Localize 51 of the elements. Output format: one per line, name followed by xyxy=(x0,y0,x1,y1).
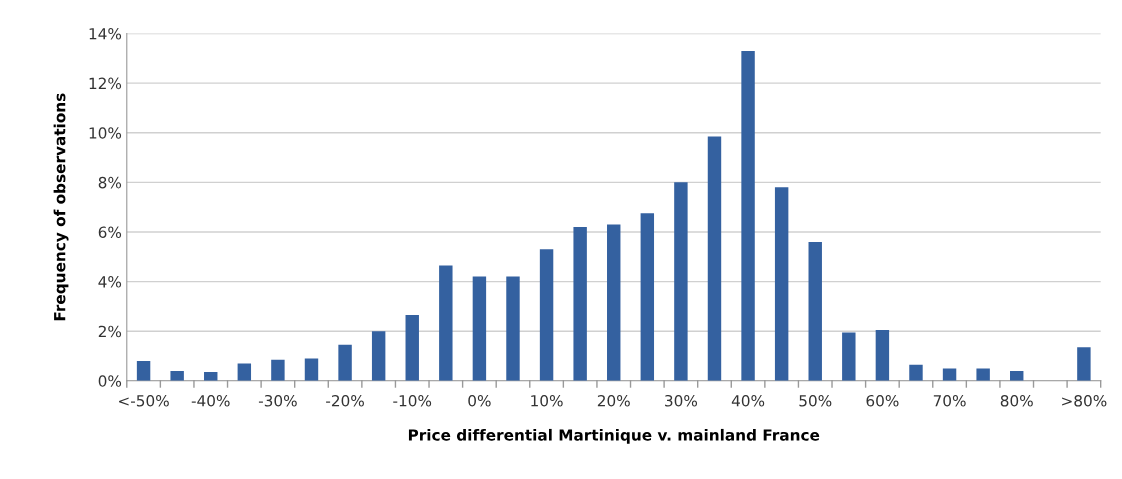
y-tick-label: 10% xyxy=(89,127,122,139)
bar xyxy=(371,331,386,381)
x-tick-label: 0% xyxy=(468,394,491,407)
x-tick-label: 80% xyxy=(1000,394,1033,407)
bar xyxy=(875,329,890,381)
bar xyxy=(674,182,688,381)
y-axis-title: Frequency of observations xyxy=(53,93,69,321)
x-tick-label: 20% xyxy=(597,394,630,407)
x-tick-label: -30% xyxy=(258,394,297,407)
bar xyxy=(741,50,755,381)
x-tick-label: 50% xyxy=(799,394,832,407)
bar xyxy=(405,315,419,381)
x-tick-label: >80% xyxy=(1062,394,1107,407)
x-tick-label: 70% xyxy=(933,394,966,407)
bar xyxy=(539,249,554,381)
bar xyxy=(976,368,990,381)
y-tick-label: 14% xyxy=(89,28,122,40)
bar xyxy=(136,360,151,381)
x-tick-label: -20% xyxy=(326,394,364,407)
x-tick-label: 30% xyxy=(665,394,698,407)
bar xyxy=(439,265,453,381)
bar xyxy=(607,224,621,381)
bar xyxy=(942,368,957,381)
bar xyxy=(271,359,285,381)
bar xyxy=(170,370,184,381)
bar xyxy=(506,276,520,381)
y-tick-label: 2% xyxy=(98,325,122,338)
bar xyxy=(808,241,822,381)
y-tick-label: 0% xyxy=(98,375,122,387)
x-tick-label: 10% xyxy=(531,394,563,407)
y-tick-label: 8% xyxy=(98,176,122,189)
bar xyxy=(909,364,923,381)
bar xyxy=(842,332,856,381)
bar xyxy=(237,363,252,381)
bar xyxy=(573,227,587,381)
bar xyxy=(338,344,352,381)
y-tick-label: 12% xyxy=(89,77,122,90)
x-tick-label: 40% xyxy=(731,394,765,407)
bar xyxy=(304,358,319,381)
x-tick-label: -40% xyxy=(191,394,230,407)
y-tick-label: 6% xyxy=(98,226,122,238)
bar xyxy=(707,136,722,381)
x-tick-label: -10% xyxy=(393,394,432,407)
x-tick-label: <-50% xyxy=(119,394,169,407)
x-axis-title: Price differential Martinique v. mainland France xyxy=(408,428,820,444)
bar xyxy=(774,187,789,381)
bar xyxy=(640,213,655,381)
bar xyxy=(472,276,487,381)
y-tick-label: 4% xyxy=(98,276,122,288)
bar xyxy=(1077,347,1091,381)
x-tick-label: 60% xyxy=(866,394,899,407)
